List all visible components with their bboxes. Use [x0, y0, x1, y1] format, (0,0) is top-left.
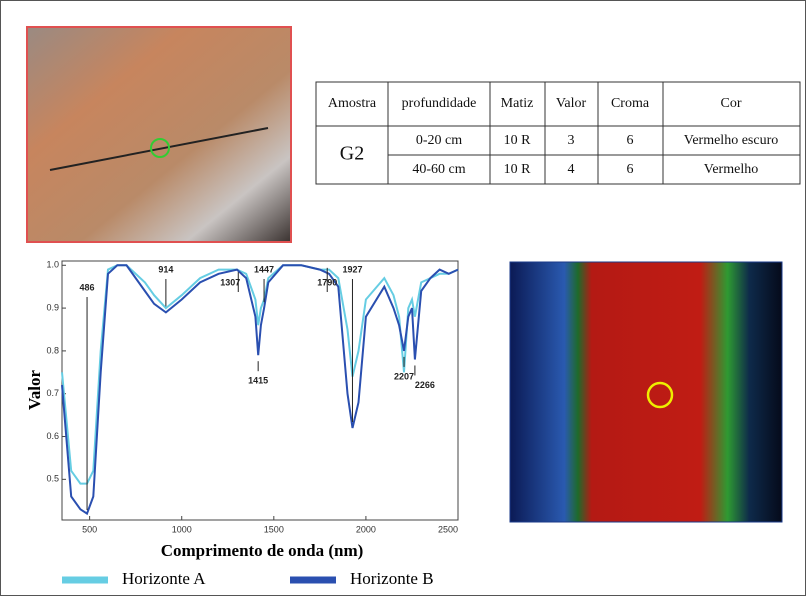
table-header: profundidade — [402, 96, 477, 111]
x-tick-label: 1500 — [264, 524, 284, 534]
legend-label: Horizonte A — [122, 569, 206, 588]
table-header: Valor — [556, 96, 587, 111]
x-axis-label: Comprimento de onda (nm) — [161, 541, 364, 560]
page: G2 Valor Comprimento de onda (nm) Amostr… — [0, 0, 806, 601]
table-header: Amostra — [328, 96, 377, 111]
x-tick-label: 2500 — [438, 524, 458, 534]
legend-label: Horizonte B — [350, 569, 434, 588]
y-tick-label: 1.0 — [46, 260, 59, 270]
table-cell: 6 — [627, 133, 634, 148]
y-tick-label: 0.7 — [46, 388, 59, 398]
y-tick-label: 0.6 — [46, 431, 59, 441]
table-cell: 10 R — [504, 133, 532, 148]
table-cell: 4 — [568, 162, 575, 177]
marker-label: 1307 — [220, 277, 240, 287]
marker-label: 1927 — [342, 264, 362, 274]
table-cell: Vermelho escuro — [684, 133, 778, 148]
table-header: Croma — [611, 96, 650, 111]
y-axis-label: Valor — [25, 370, 44, 410]
marker-label: 2207 — [394, 371, 414, 381]
table-cell: Vermelho — [704, 162, 758, 177]
marker-label: 1447 — [254, 264, 274, 274]
marker-label: 1415 — [248, 376, 268, 386]
plot-area — [62, 261, 458, 520]
table-cell: 6 — [627, 162, 634, 177]
figure: G2 Valor Comprimento de onda (nm) Amostr… — [0, 0, 806, 596]
table-header: Cor — [721, 96, 742, 111]
false-color-image — [510, 262, 782, 522]
x-tick-label: 1000 — [172, 524, 192, 534]
table-cell: 0-20 cm — [416, 133, 462, 148]
y-tick-label: 0.8 — [46, 345, 59, 355]
table-cell: 10 R — [504, 162, 532, 177]
table-header: Matiz — [501, 96, 534, 111]
soil-photo — [27, 27, 291, 242]
table-cell: 3 — [568, 133, 575, 148]
y-tick-label: 0.9 — [46, 302, 59, 312]
x-tick-label: 2000 — [356, 524, 376, 534]
x-tick-label: 500 — [82, 524, 97, 534]
y-tick-label: 0.5 — [46, 474, 59, 484]
marker-label: 914 — [158, 264, 173, 274]
marker-label: 486 — [80, 282, 95, 292]
sample-label: G2 — [340, 143, 364, 165]
table-cell: 40-60 cm — [412, 162, 465, 177]
marker-label: 2266 — [415, 380, 435, 390]
